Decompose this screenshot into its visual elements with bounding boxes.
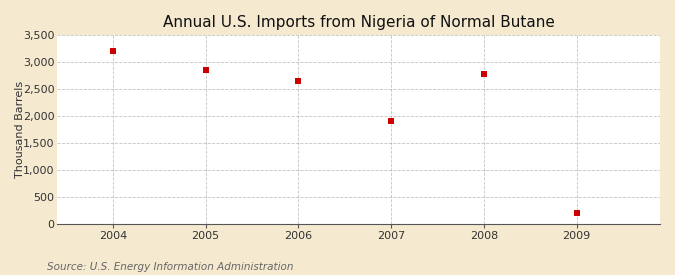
Point	[479, 72, 489, 76]
Y-axis label: Thousand Barrels: Thousand Barrels	[15, 81, 25, 178]
Point	[571, 211, 582, 216]
Point	[200, 68, 211, 72]
Point	[293, 78, 304, 83]
Text: Source: U.S. Energy Information Administration: Source: U.S. Energy Information Administ…	[47, 262, 294, 272]
Title: Annual U.S. Imports from Nigeria of Normal Butane: Annual U.S. Imports from Nigeria of Norm…	[163, 15, 555, 30]
Point	[385, 119, 396, 124]
Point	[107, 49, 118, 53]
